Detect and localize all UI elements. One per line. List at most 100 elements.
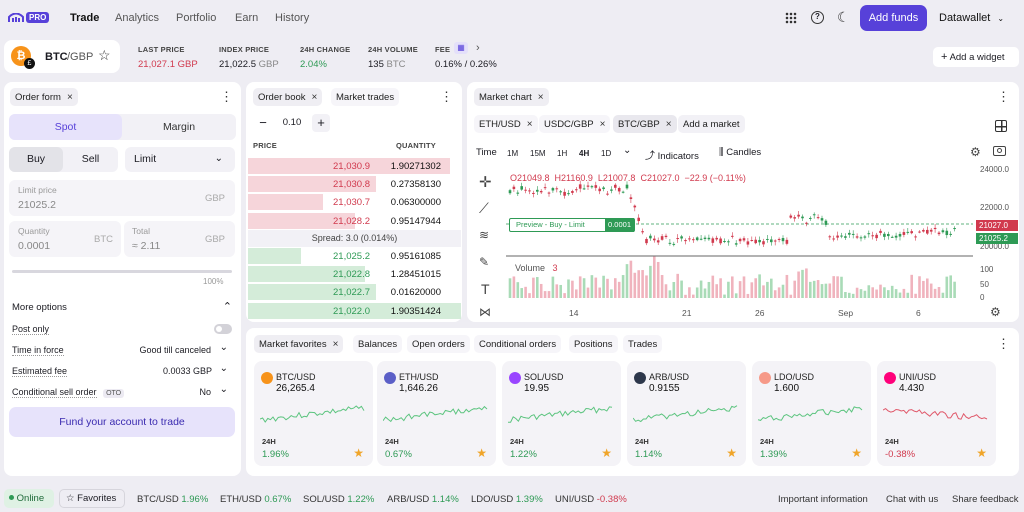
nav-earn[interactable]: Earn <box>235 12 259 24</box>
chat-link[interactable]: Chat with us <box>886 494 939 505</box>
dark-mode-icon[interactable]: ☾ <box>837 9 850 25</box>
tab-positions[interactable]: Positions <box>569 335 618 353</box>
close-icon[interactable]: × <box>537 91 544 103</box>
star-filled-icon[interactable]: ★ <box>353 446 364 460</box>
brush-icon[interactable]: ✎ <box>479 255 490 269</box>
bid-row[interactable]: 21,022.8 1.28451015 <box>248 265 461 283</box>
feedback-link[interactable]: Share feedback <box>952 494 1019 505</box>
margin-tab[interactable]: Margin <box>162 121 196 133</box>
time-in-force-option[interactable]: Time in force Good till canceled ⌄ <box>12 342 228 356</box>
status-ticker[interactable]: SOL/USD 1.22% <box>303 494 374 505</box>
fund-account-button[interactable]: Fund your account to trade <box>9 407 235 437</box>
favorites-button[interactable]: ☆ Favorites <box>59 489 125 508</box>
more-vertical-icon[interactable]: ⋮ <box>997 89 1010 104</box>
tab-balances[interactable]: Balances <box>353 335 403 353</box>
indicators-button[interactable]: ⤴ Indicators <box>645 151 699 162</box>
more-vertical-icon[interactable]: ⋮ <box>997 336 1010 351</box>
star-filled-icon[interactable]: ★ <box>601 446 612 460</box>
market-card[interactable]: ARB/USD 0.9155 24H 1.14% ★ <box>627 361 746 466</box>
important-info-link[interactable]: Important information <box>778 494 868 505</box>
order-preview-line[interactable]: Preview - Buy - Limit 0.0001 <box>509 218 635 232</box>
market-tab-eth-usd[interactable]: ETH/USD × <box>474 115 538 133</box>
price-chart[interactable] <box>506 162 973 310</box>
order-type-select[interactable]: Limit ⌄ <box>125 147 235 172</box>
settings-gear-icon[interactable]: ⚙ <box>970 145 981 159</box>
limit-price-field[interactable]: Limit price 21025.2 GBP <box>9 180 235 216</box>
chart-settings-icon[interactable]: ⚙ <box>990 305 1001 319</box>
pair-selector[interactable]: ₿ £ BTC /GBP ☆ <box>4 40 120 73</box>
market-card[interactable]: LDO/USD 1.600 24H 1.39% ★ <box>752 361 871 466</box>
tab-order-book[interactable]: Order book × <box>253 88 323 106</box>
conditional-sell-option[interactable]: Conditional sell order OTO No ⌄ <box>12 384 228 398</box>
status-ticker[interactable]: ETH/USD 0.67% <box>220 494 291 505</box>
bid-row[interactable]: 21,022.7 0.01620000 <box>248 283 461 301</box>
kraken-logo[interactable]: PRO <box>8 12 50 24</box>
chevron-down-icon[interactable]: ⌄ <box>623 145 632 156</box>
fib-tool-icon[interactable]: ≋ <box>479 228 490 242</box>
post-only-toggle[interactable] <box>214 324 232 334</box>
pattern-tool-icon[interactable]: ⋈ <box>479 305 491 319</box>
candles-button[interactable]: ⫼ Candles <box>719 147 762 158</box>
ask-row[interactable]: 21,030.8 0.27358130 <box>248 175 461 193</box>
status-ticker[interactable]: ARB/USD 1.14% <box>387 494 459 505</box>
help-icon[interactable]: ? <box>811 11 824 24</box>
ask-row[interactable]: 21,030.9 1.90271302 <box>248 157 461 175</box>
account-menu[interactable]: Datawallet ⌄ <box>939 12 1005 24</box>
tab-market-chart[interactable]: Market chart × <box>474 88 549 106</box>
step-increase-button[interactable]: + <box>312 114 330 132</box>
bid-row[interactable]: 21,025.2 0.95161085 <box>248 247 461 265</box>
more-vertical-icon[interactable]: ⋮ <box>220 89 233 104</box>
close-icon[interactable]: × <box>332 338 339 350</box>
tab-open-orders[interactable]: Open orders <box>407 335 470 353</box>
ask-row[interactable]: 21,030.7 0.06300000 <box>248 193 461 211</box>
status-ticker[interactable]: BTC/USD 1.96% <box>137 494 208 505</box>
market-card[interactable]: SOL/USD 19.95 24H 1.22% ★ <box>502 361 621 466</box>
tab-trades[interactable]: Trades <box>623 335 663 353</box>
star-filled-icon[interactable]: ★ <box>726 446 737 460</box>
interval-4h[interactable]: 4H <box>579 149 590 158</box>
total-field[interactable]: Total ≈ 2.11 GBP <box>124 221 235 257</box>
close-icon[interactable]: × <box>311 91 318 103</box>
quantity-field[interactable]: Quantity 0.0001 BTC <box>9 221 121 257</box>
text-tool-icon[interactable]: T <box>481 281 490 297</box>
close-icon[interactable]: × <box>66 91 73 103</box>
interval-1h[interactable]: 1H <box>557 149 568 158</box>
tab-conditional-orders[interactable]: Conditional orders <box>474 335 562 353</box>
interval-1m[interactable]: 1M <box>507 149 519 158</box>
market-tab-usdc-gbp[interactable]: USDC/GBP × <box>539 115 611 133</box>
trendline-icon[interactable]: ⟋ <box>479 200 489 216</box>
market-tab-btc-gbp[interactable]: BTC/GBP × <box>613 115 677 133</box>
crosshair-icon[interactable]: ✛ <box>479 174 492 191</box>
interval-15m[interactable]: 15M <box>530 149 546 158</box>
nav-portfolio[interactable]: Portfolio <box>176 12 217 24</box>
online-status[interactable]: Online <box>4 489 54 508</box>
close-icon[interactable]: × <box>526 118 533 130</box>
tab-market-trades[interactable]: Market trades <box>331 88 400 106</box>
status-ticker[interactable]: LDO/USD 1.39% <box>471 494 543 505</box>
chevron-down-icon[interactable]: ⌄ <box>219 363 228 374</box>
interval-1d[interactable]: 1D <box>601 149 612 158</box>
chevron-right-icon[interactable]: › <box>476 42 480 54</box>
step-decrease-button[interactable]: − <box>259 115 267 130</box>
add-funds-button[interactable]: Add funds <box>860 5 927 31</box>
buy-tab[interactable]: Buy <box>9 147 63 172</box>
star-filled-icon[interactable]: ★ <box>476 446 487 460</box>
ask-row[interactable]: 21,028.2 0.95147944 <box>248 212 461 230</box>
star-icon[interactable]: ☆ <box>98 47 111 63</box>
status-ticker[interactable]: UNI/USD -0.38% <box>555 494 627 505</box>
fee-tier-icon[interactable]: ▦ <box>454 42 468 54</box>
nav-trade[interactable]: Trade <box>70 12 100 24</box>
bid-row[interactable]: 21,022.0 1.90351424 <box>248 302 461 320</box>
tab-order-form[interactable]: Order form × <box>10 88 78 106</box>
spot-tab[interactable]: Spot <box>9 114 122 140</box>
add-widget-button[interactable]: + Add a widget <box>933 47 1019 67</box>
market-card[interactable]: BTC/USD 26,265.4 24H 1.96% ★ <box>254 361 373 466</box>
nav-history[interactable]: History <box>275 12 310 24</box>
add-market-button[interactable]: Add a market <box>678 115 745 133</box>
camera-icon[interactable] <box>993 146 1006 156</box>
amount-slider[interactable] <box>12 270 232 273</box>
more-vertical-icon[interactable]: ⋮ <box>440 89 453 104</box>
layout-grid-icon[interactable] <box>995 120 1007 132</box>
apps-grid-icon[interactable] <box>785 12 797 24</box>
market-card[interactable]: UNI/USD 4.430 24H -0.38% ★ <box>877 361 996 466</box>
